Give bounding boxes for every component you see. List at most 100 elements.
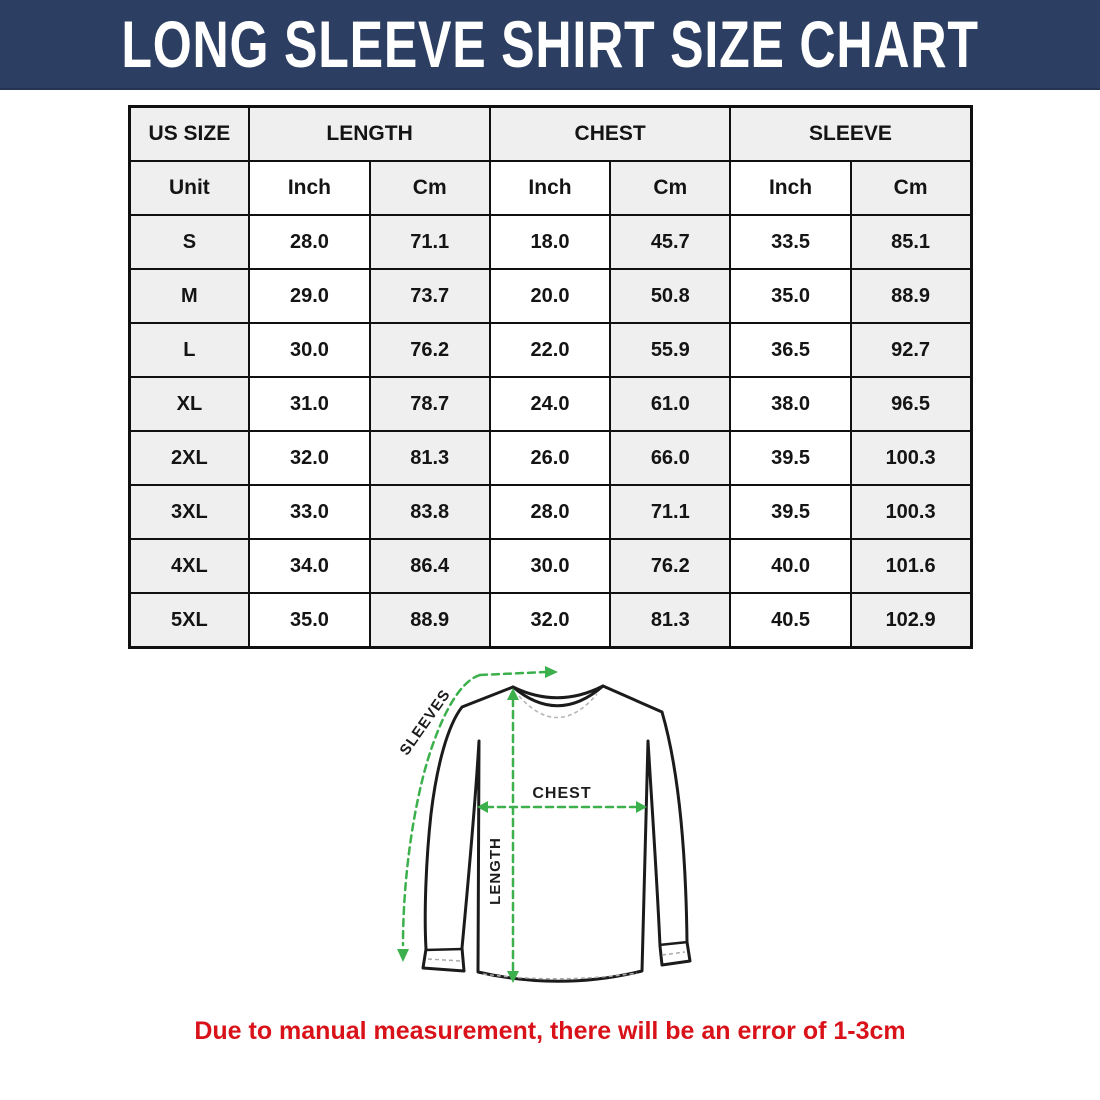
- table-row: 5XL 35.0 88.9 32.0 81.3 40.5 102.9: [127, 592, 973, 649]
- unit-header-cell: Unit: [127, 160, 251, 216]
- value-cell: 29.0: [248, 268, 371, 324]
- value-cell: 50.8: [609, 268, 732, 324]
- table-row: XL 31.0 78.7 24.0 61.0 38.0 96.5: [127, 376, 973, 432]
- value-cell: 100.3: [849, 430, 973, 486]
- value-cell: 30.0: [248, 322, 371, 378]
- size-cell: S: [127, 214, 251, 270]
- table-header-row: US SIZE LENGTH CHEST SLEEVE: [127, 105, 972, 162]
- value-cell: 28.0: [248, 214, 371, 270]
- value-cell: 71.1: [368, 214, 491, 270]
- header-sleeve: SLEEVE: [729, 105, 972, 162]
- length-arrowhead-top: [507, 688, 519, 700]
- value-cell: 76.2: [368, 322, 491, 378]
- value-cell: 34.0: [248, 538, 371, 594]
- title-banner: LONG SLEEVE SHIRT SIZE CHART: [0, 0, 1100, 90]
- shirt-outline: [421, 684, 692, 983]
- value-cell: 32.0: [488, 592, 612, 649]
- value-cell: 28.0: [488, 484, 612, 540]
- table-row: M 29.0 73.7 20.0 50.8 35.0 88.9: [127, 268, 973, 324]
- size-table: US SIZE LENGTH CHEST SLEEVE Unit Inch Cm…: [127, 105, 973, 649]
- value-cell: 30.0: [488, 538, 612, 594]
- value-cell: 96.5: [849, 376, 973, 432]
- size-cell: 3XL: [127, 484, 251, 540]
- table-row: 3XL 33.0 83.8 28.0 71.1 39.5 100.3: [127, 484, 973, 540]
- table-row: L 30.0 76.2 22.0 55.9 36.5 92.7: [127, 322, 973, 378]
- collar-stitch: [518, 693, 598, 719]
- header-length: LENGTH: [248, 105, 491, 162]
- sleeves-arrow: [401, 670, 548, 947]
- value-cell: 88.9: [368, 592, 491, 649]
- size-cell: L: [127, 322, 251, 378]
- value-cell: 18.0: [488, 214, 612, 270]
- unit-header-cell: Inch: [488, 160, 612, 216]
- value-cell: 35.0: [248, 592, 371, 649]
- value-cell: 100.3: [849, 484, 973, 540]
- header-chest: CHEST: [488, 105, 732, 162]
- value-cell: 102.9: [849, 592, 973, 649]
- table-unit-row: Unit Inch Cm Inch Cm Inch Cm: [127, 160, 973, 216]
- chest-arrowhead-left: [477, 801, 488, 813]
- value-cell: 88.9: [849, 268, 973, 324]
- table-row: 4XL 34.0 86.4 30.0 76.2 40.0 101.6: [127, 538, 973, 594]
- value-cell: 76.2: [609, 538, 732, 594]
- value-cell: 39.5: [729, 430, 852, 486]
- value-cell: 36.5: [729, 322, 852, 378]
- value-cell: 22.0: [488, 322, 612, 378]
- hem-stitch: [482, 972, 638, 980]
- length-label: LENGTH: [487, 837, 504, 905]
- value-cell: 20.0: [488, 268, 612, 324]
- unit-header-cell: Cm: [609, 160, 732, 216]
- value-cell: 39.5: [729, 484, 852, 540]
- left-cuff-line: [424, 947, 464, 952]
- value-cell: 73.7: [368, 268, 491, 324]
- size-cell: 2XL: [127, 430, 251, 486]
- sleeves-arrowhead-top: [545, 666, 558, 678]
- value-cell: 101.6: [849, 538, 973, 594]
- value-cell: 33.0: [248, 484, 371, 540]
- value-cell: 40.5: [729, 592, 852, 649]
- value-cell: 78.7: [368, 376, 491, 432]
- value-cell: 55.9: [609, 322, 732, 378]
- size-cell: M: [127, 268, 251, 324]
- table-row: 2XL 32.0 81.3 26.0 66.0 39.5 100.3: [127, 430, 973, 486]
- value-cell: 71.1: [609, 484, 732, 540]
- chest-label: CHEST: [532, 785, 591, 802]
- right-cuff-line: [658, 940, 689, 947]
- value-cell: 40.0: [729, 538, 852, 594]
- value-cell: 33.5: [729, 214, 852, 270]
- right-cuff-stitch: [661, 951, 686, 956]
- table-row: S 28.0 71.1 18.0 45.7 33.5 85.1: [127, 214, 973, 270]
- unit-header-cell: Inch: [729, 160, 852, 216]
- left-cuff-stitch: [427, 958, 461, 962]
- size-cell: 5XL: [127, 592, 251, 649]
- shirt-diagram: SLEEVES CHEST LENGTH: [396, 666, 692, 983]
- value-cell: 81.3: [609, 592, 732, 649]
- value-cell: 32.0: [248, 430, 371, 486]
- value-cell: 38.0: [729, 376, 852, 432]
- value-cell: 35.0: [729, 268, 852, 324]
- value-cell: 61.0: [609, 376, 732, 432]
- unit-header-cell: Inch: [248, 160, 371, 216]
- header-us-size: US SIZE: [127, 105, 251, 162]
- value-cell: 92.7: [849, 322, 973, 378]
- collar-band: [511, 684, 605, 708]
- value-cell: 24.0: [488, 376, 612, 432]
- disclaimer-text: Due to manual measurement, there will be…: [194, 1017, 906, 1045]
- length-arrowhead-bottom: [507, 971, 519, 983]
- value-cell: 26.0: [488, 430, 612, 486]
- unit-header-cell: Cm: [368, 160, 491, 216]
- value-cell: 31.0: [248, 376, 371, 432]
- value-cell: 85.1: [849, 214, 973, 270]
- shirt-diagram-section: SLEEVES CHEST LENGTH: [0, 659, 1100, 1007]
- size-cell: XL: [127, 376, 251, 432]
- page-title: LONG SLEEVE SHIRT SIZE CHART: [121, 7, 979, 81]
- value-cell: 66.0: [609, 430, 732, 486]
- size-cell: 4XL: [127, 538, 251, 594]
- size-table-wrapper: US SIZE LENGTH CHEST SLEEVE Unit Inch Cm…: [127, 105, 973, 649]
- value-cell: 83.8: [368, 484, 491, 540]
- chest-arrowhead-right: [636, 801, 647, 813]
- value-cell: 45.7: [609, 214, 732, 270]
- value-cell: 81.3: [368, 430, 491, 486]
- sleeves-arrowhead-bottom: [397, 949, 409, 962]
